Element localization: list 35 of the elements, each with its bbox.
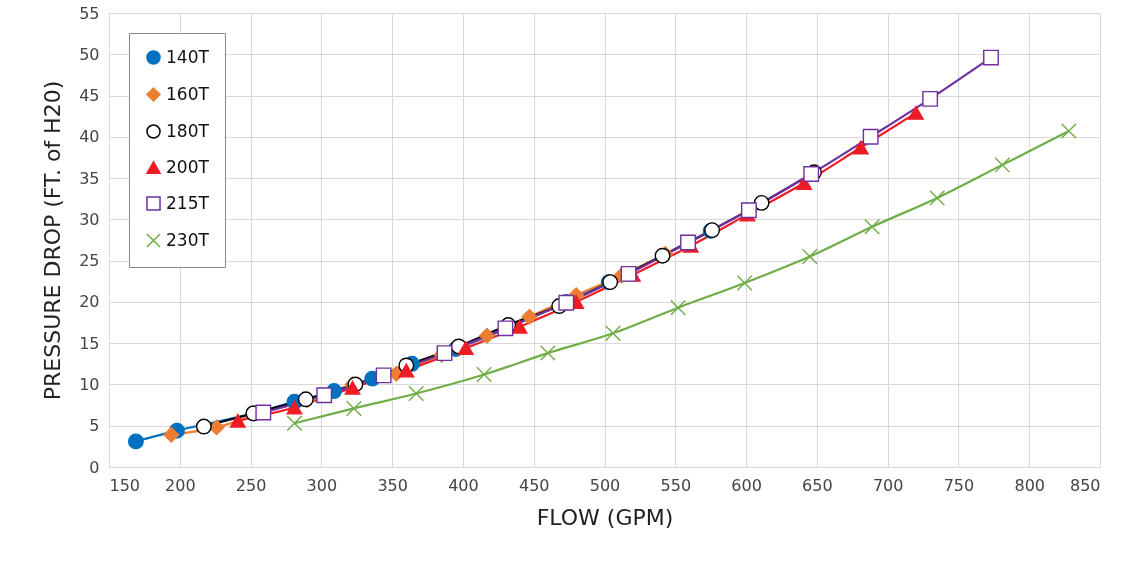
y-tick-label: 35 xyxy=(79,168,100,188)
legend-label: 160T xyxy=(166,83,210,104)
x-tick-label: 250 xyxy=(235,475,267,495)
y-tick-label: 55 xyxy=(79,3,100,23)
y-tick-label: 40 xyxy=(79,127,100,147)
x-tick-label: 400 xyxy=(448,475,479,495)
y-tick-label: 45 xyxy=(79,86,100,106)
x-tick-label: 650 xyxy=(802,475,833,495)
x-tick-label: 850 xyxy=(1069,475,1101,495)
x-tick-label: 500 xyxy=(589,475,621,495)
legend-label: 215T xyxy=(166,192,210,213)
y-axis-title: PRESSURE DROP (FT. of H20) xyxy=(40,80,66,401)
legend-label: 200T xyxy=(166,156,210,177)
y-tick-label: 25 xyxy=(79,251,100,271)
x-tick-label: 300 xyxy=(306,475,338,495)
x-tick-label: 550 xyxy=(660,475,692,495)
x-tick-label: 600 xyxy=(731,475,762,495)
x-tick-label: 350 xyxy=(377,475,408,495)
legend-label: 180T xyxy=(166,120,210,141)
y-tick-label: 30 xyxy=(79,209,100,229)
y-tick-label: 20 xyxy=(79,292,100,312)
x-tick-label: 750 xyxy=(943,475,975,495)
legend-label: 230T xyxy=(166,229,210,250)
y-tick-label: 0 xyxy=(89,457,100,477)
x-tick-label: 800 xyxy=(1014,475,1045,495)
y-tick-label: 50 xyxy=(79,44,100,64)
x-tick-label: 200 xyxy=(165,475,196,495)
legend-label: 140T xyxy=(166,46,210,67)
x-tick-label: 700 xyxy=(872,475,904,495)
y-tick-label: 10 xyxy=(79,374,100,394)
x-tick-label: 150 xyxy=(109,475,141,495)
y-tick-label: 15 xyxy=(79,333,100,353)
x-axis-title: FLOW (GPM) xyxy=(536,504,674,530)
y-tick-label: 5 xyxy=(89,416,100,436)
x-tick-label: 450 xyxy=(518,475,550,495)
